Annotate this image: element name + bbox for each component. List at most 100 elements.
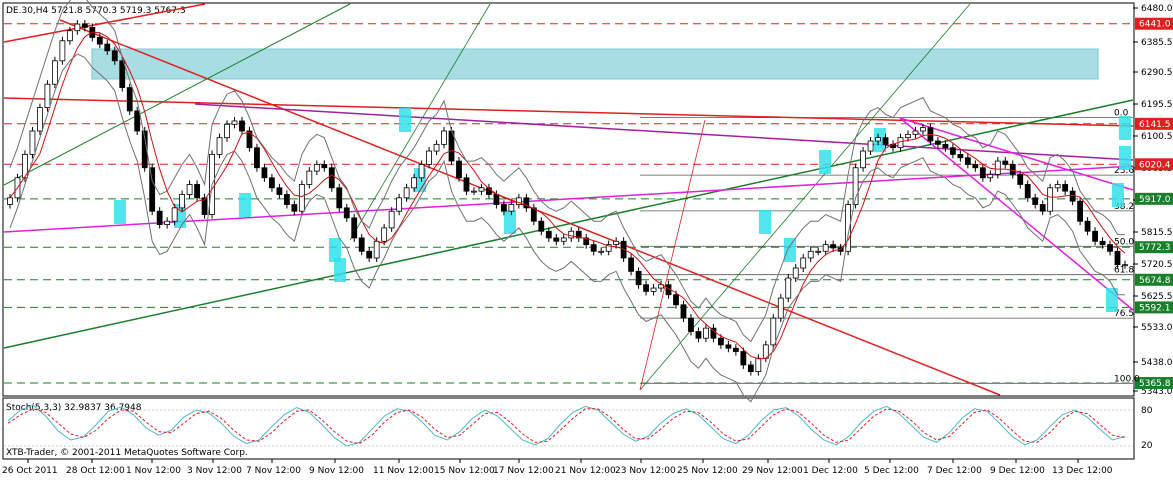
candle-body <box>1107 244 1113 252</box>
candle-body <box>822 244 829 252</box>
fractal-marker <box>759 210 771 234</box>
candle-body <box>1017 174 1024 185</box>
price-tick-label: 5533.0 <box>1141 323 1173 333</box>
time-tick-label: 28 Oct 12:00 <box>66 466 125 476</box>
candle-body <box>321 164 328 169</box>
price-tag-label: 6020.4 <box>1139 160 1171 170</box>
candle-body <box>1002 160 1009 165</box>
candle-body <box>411 177 417 189</box>
price-tag-label: 5592.1 <box>1139 303 1171 313</box>
candle-body <box>328 167 335 189</box>
candle-body <box>381 227 388 242</box>
candle-body <box>935 140 941 145</box>
price-tick-label: 5625.5 <box>1141 292 1173 302</box>
price-tag-box <box>1135 192 1173 205</box>
price-tick-label: 6385.5 <box>1141 38 1173 48</box>
candle-body <box>29 130 36 155</box>
price-tag-box <box>1135 273 1173 286</box>
trend-line <box>899 117 1134 311</box>
candle-body <box>7 197 13 205</box>
candle-body <box>987 174 994 179</box>
candle-body <box>456 160 462 179</box>
candle-body <box>478 187 485 192</box>
candle-body <box>239 120 245 132</box>
moving-average <box>9 31 1126 360</box>
candle-body <box>755 357 762 373</box>
candle-body <box>725 344 732 349</box>
candle-body <box>845 204 852 252</box>
stoch-tick-label: 20 <box>1141 441 1153 451</box>
fib-label: 61.8 <box>1114 266 1134 276</box>
time-tick-label: 1 Nov 12:00 <box>126 466 181 476</box>
candle-body <box>807 250 814 259</box>
candle-body <box>126 87 133 112</box>
candle-body <box>800 257 807 269</box>
fractal-marker <box>504 210 516 234</box>
candle-body <box>164 220 171 225</box>
candle-body <box>613 240 620 246</box>
candle-body <box>695 331 702 339</box>
candle-body <box>1092 230 1098 242</box>
candle-body <box>373 240 380 259</box>
trend-line <box>349 3 491 241</box>
trend-line <box>639 3 971 391</box>
candle-body <box>643 284 649 292</box>
fib-label: 76.5 <box>1114 309 1134 319</box>
time-tick-label: 17 Nov 12:00 <box>493 466 554 476</box>
time-tick-label: 7 Dec 12:00 <box>927 466 982 476</box>
candle-body <box>994 160 1001 175</box>
candle-body <box>605 244 612 252</box>
candle-body <box>747 364 754 373</box>
price-tag-label: 5917.0 <box>1139 195 1171 205</box>
fib-label: 50.0 <box>1114 237 1134 247</box>
price-tag-box <box>1135 17 1173 30</box>
candle-body <box>201 197 208 215</box>
candle-body <box>81 23 88 28</box>
candle-body <box>351 217 358 239</box>
fractal-marker <box>1119 116 1131 140</box>
candle-body <box>560 237 567 242</box>
copyright-text: XTB-Trader, © 2001-2011 MetaQuotes Softw… <box>6 448 248 458</box>
candle-body <box>156 210 163 225</box>
candle-body <box>718 337 724 346</box>
candle-body <box>149 167 156 212</box>
candle-body <box>171 207 178 222</box>
candle-body <box>104 43 111 52</box>
price-tag-label: 6141.5 <box>1139 120 1171 130</box>
candle-body <box>568 230 575 239</box>
candle-body <box>433 143 440 152</box>
candle-body <box>949 147 956 155</box>
time-tick-label: 1 Dec 12:00 <box>803 466 858 476</box>
price-tag-box <box>1135 117 1173 130</box>
candle-body <box>523 197 530 209</box>
candle-body <box>785 277 792 299</box>
candle-body <box>830 244 837 249</box>
candle-body <box>186 184 193 195</box>
fractal-marker <box>1119 146 1131 170</box>
candle-body <box>231 120 238 125</box>
candle-body <box>538 220 545 232</box>
candle-body <box>575 230 582 239</box>
candle-body <box>246 130 253 149</box>
candle-body <box>590 244 597 252</box>
candle-body <box>298 184 305 212</box>
candle-body <box>650 287 657 292</box>
candle-body <box>740 351 747 366</box>
candle-body <box>1069 190 1076 202</box>
time-tick-label: 9 Nov 12:00 <box>309 466 364 476</box>
time-tick-label: 25 Nov 12:00 <box>677 466 738 476</box>
candle-body <box>1039 204 1046 212</box>
candle-body <box>306 170 313 185</box>
candle-body <box>545 230 552 239</box>
stoch-tick-label: 80 <box>1141 406 1153 416</box>
fib-label: 100.0 <box>1114 374 1140 384</box>
candle-body <box>1047 187 1054 212</box>
candle-body <box>1099 240 1106 246</box>
candle-body <box>37 107 43 132</box>
candle-body <box>471 190 477 193</box>
candle-body <box>635 270 642 286</box>
price-tag-box <box>1135 158 1173 171</box>
candle-body <box>66 30 73 42</box>
trend-line <box>639 119 706 391</box>
